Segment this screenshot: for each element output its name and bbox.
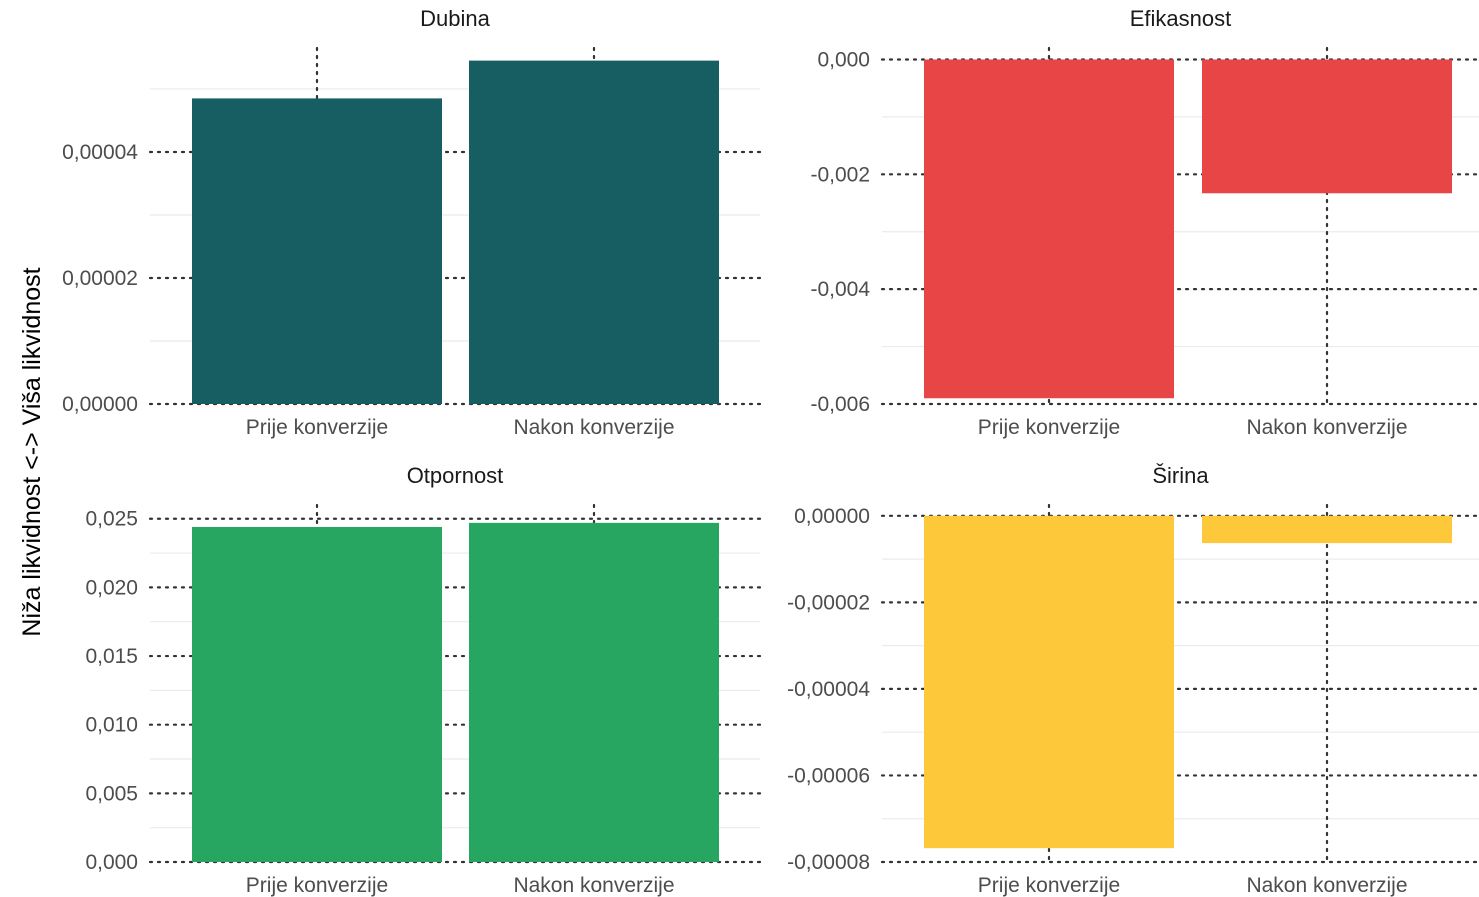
bar-otpornost-nakon-konverzije xyxy=(469,522,719,862)
x-tick-label: Prije konverzije xyxy=(978,416,1120,439)
x-tick-label: Nakon konverzije xyxy=(1246,874,1407,897)
panel-efikasnost: -0,006 -0,004 -0,002 0,000 Prije konverzije N… xyxy=(810,6,1479,439)
bar-efikasnost-prije-konverzije xyxy=(924,59,1174,399)
y-tick-label: 0,020 xyxy=(85,576,138,599)
panel-title: Širina xyxy=(1152,463,1209,488)
x-tick-label: Nakon konverzije xyxy=(513,416,674,439)
y-tick-label: 0,00004 xyxy=(62,141,138,164)
panels: 0,00000 0,00002 0,00004 Prije konverzije Nak… xyxy=(62,6,1479,897)
y-tick-label: 0,00002 xyxy=(62,267,138,290)
panel-dubina: 0,00000 0,00002 0,00004 Prije konverzije Nak… xyxy=(62,6,762,439)
y-tick-label: -0,004 xyxy=(810,278,870,301)
bar-dubina-nakon-konverzije xyxy=(469,60,719,404)
bar-sirina-nakon-konverzije xyxy=(1202,515,1452,544)
y-tick-label: 0,015 xyxy=(85,645,138,668)
bar-dubina-prije-konverzije xyxy=(192,98,442,405)
x-tick-label: Prije konverzije xyxy=(246,416,388,439)
panel-sirina: -0,00008 -0,00006 -0,00004 -0,00002 0,00000 P… xyxy=(787,463,1479,897)
y-tick-label: 0,005 xyxy=(85,782,138,805)
y-tick-label: 0,000 xyxy=(817,48,870,71)
y-tick-label: 0,000 xyxy=(85,851,138,874)
y-tick-label: 0,010 xyxy=(85,714,138,737)
y-tick-label: -0,00008 xyxy=(787,851,870,874)
bar-efikasnost-nakon-konverzije xyxy=(1202,59,1452,194)
panel-title: Dubina xyxy=(420,6,490,31)
y-tick-label: -0,006 xyxy=(810,393,870,416)
panel-otpornost: 0,000 0,005 0,010 0,015 0,020 0,025 Prije konv… xyxy=(85,463,762,897)
y-tick-label: 0,00000 xyxy=(794,505,870,528)
x-tick-label: Nakon konverzije xyxy=(1246,416,1407,439)
y-tick-label: -0,00002 xyxy=(787,591,870,614)
y-tick-label: -0,00004 xyxy=(787,678,870,701)
y-tick-label: 0,00000 xyxy=(62,393,138,416)
x-tick-label: Prije konverzije xyxy=(978,874,1120,897)
x-tick-label: Prije konverzije xyxy=(246,874,388,897)
panel-title: Efikasnost xyxy=(1130,6,1232,31)
bar-otpornost-prije-konverzije xyxy=(192,526,442,862)
x-tick-label: Nakon konverzije xyxy=(513,874,674,897)
panel-title: Otpornost xyxy=(407,463,504,488)
y-tick-label: -0,00006 xyxy=(787,764,870,787)
y-axis-label: Niža likvidnost <-> Viša likvidnost xyxy=(18,267,46,636)
y-tick-label: 0,025 xyxy=(85,508,138,531)
y-tick-label: -0,002 xyxy=(810,163,870,186)
bar-sirina-prije-konverzije xyxy=(924,515,1174,849)
